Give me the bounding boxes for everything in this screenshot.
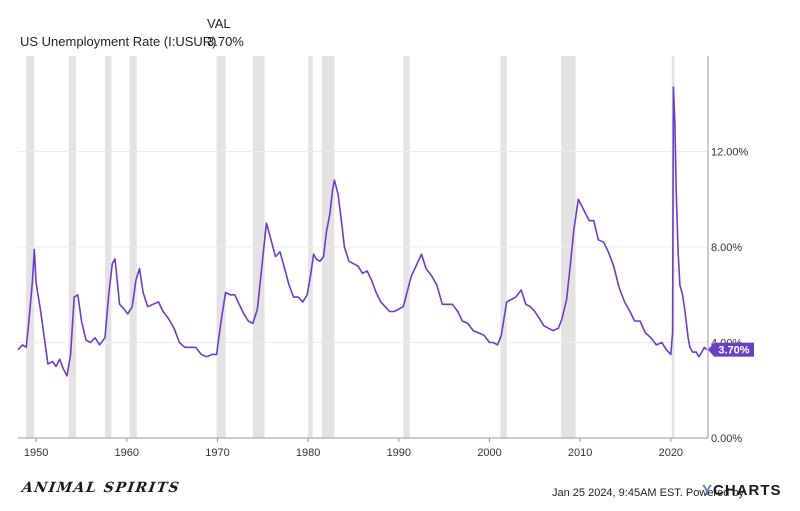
last-value-box	[714, 342, 754, 357]
axes	[18, 56, 709, 442]
x-tick-label-1980: 1980	[296, 447, 320, 459]
legend-column-header: VAL	[207, 16, 231, 31]
animal-spirits-logo: ANIMAL SPIRITS	[20, 480, 182, 496]
x-tick-label-1950: 1950	[24, 447, 48, 459]
x-tick-label-2020: 2020	[659, 447, 683, 459]
footer-timestamp: Jan 25 2024, 9:45AM EST. Powered by	[552, 487, 745, 499]
ycharts-logo[interactable]: YCHARTS	[702, 482, 782, 499]
data-line-group	[17, 86, 708, 377]
x-tick-label-2000: 2000	[477, 447, 501, 459]
last-value-label: 3.70%	[718, 345, 749, 357]
y-tick-label-0: 0.00%	[711, 433, 742, 445]
series-line-0	[17, 86, 708, 377]
ycharts-logo-text: CHARTS	[713, 482, 782, 499]
tick-labels: 195019601970198019902000201020200.00%4.0…	[24, 147, 749, 460]
x-tick-label-1990: 1990	[387, 447, 411, 459]
last-value-badge: 3.70%	[708, 342, 754, 357]
last-value-pointer	[708, 342, 714, 357]
y-tick-label-8: 8.00%	[711, 242, 742, 254]
legend-series-name: US Unemployment Rate (I:USUR)	[20, 34, 217, 49]
y-tick-label-12: 12.00%	[711, 147, 749, 159]
grid-lines	[18, 151, 708, 439]
x-tick-label-1960: 1960	[115, 447, 139, 459]
legend-series-value: 3.70%	[207, 34, 244, 49]
x-tick-label-2010: 2010	[568, 447, 592, 459]
ycharts-logo-y: Y	[702, 482, 714, 499]
x-tick-label-1970: 1970	[205, 447, 229, 459]
